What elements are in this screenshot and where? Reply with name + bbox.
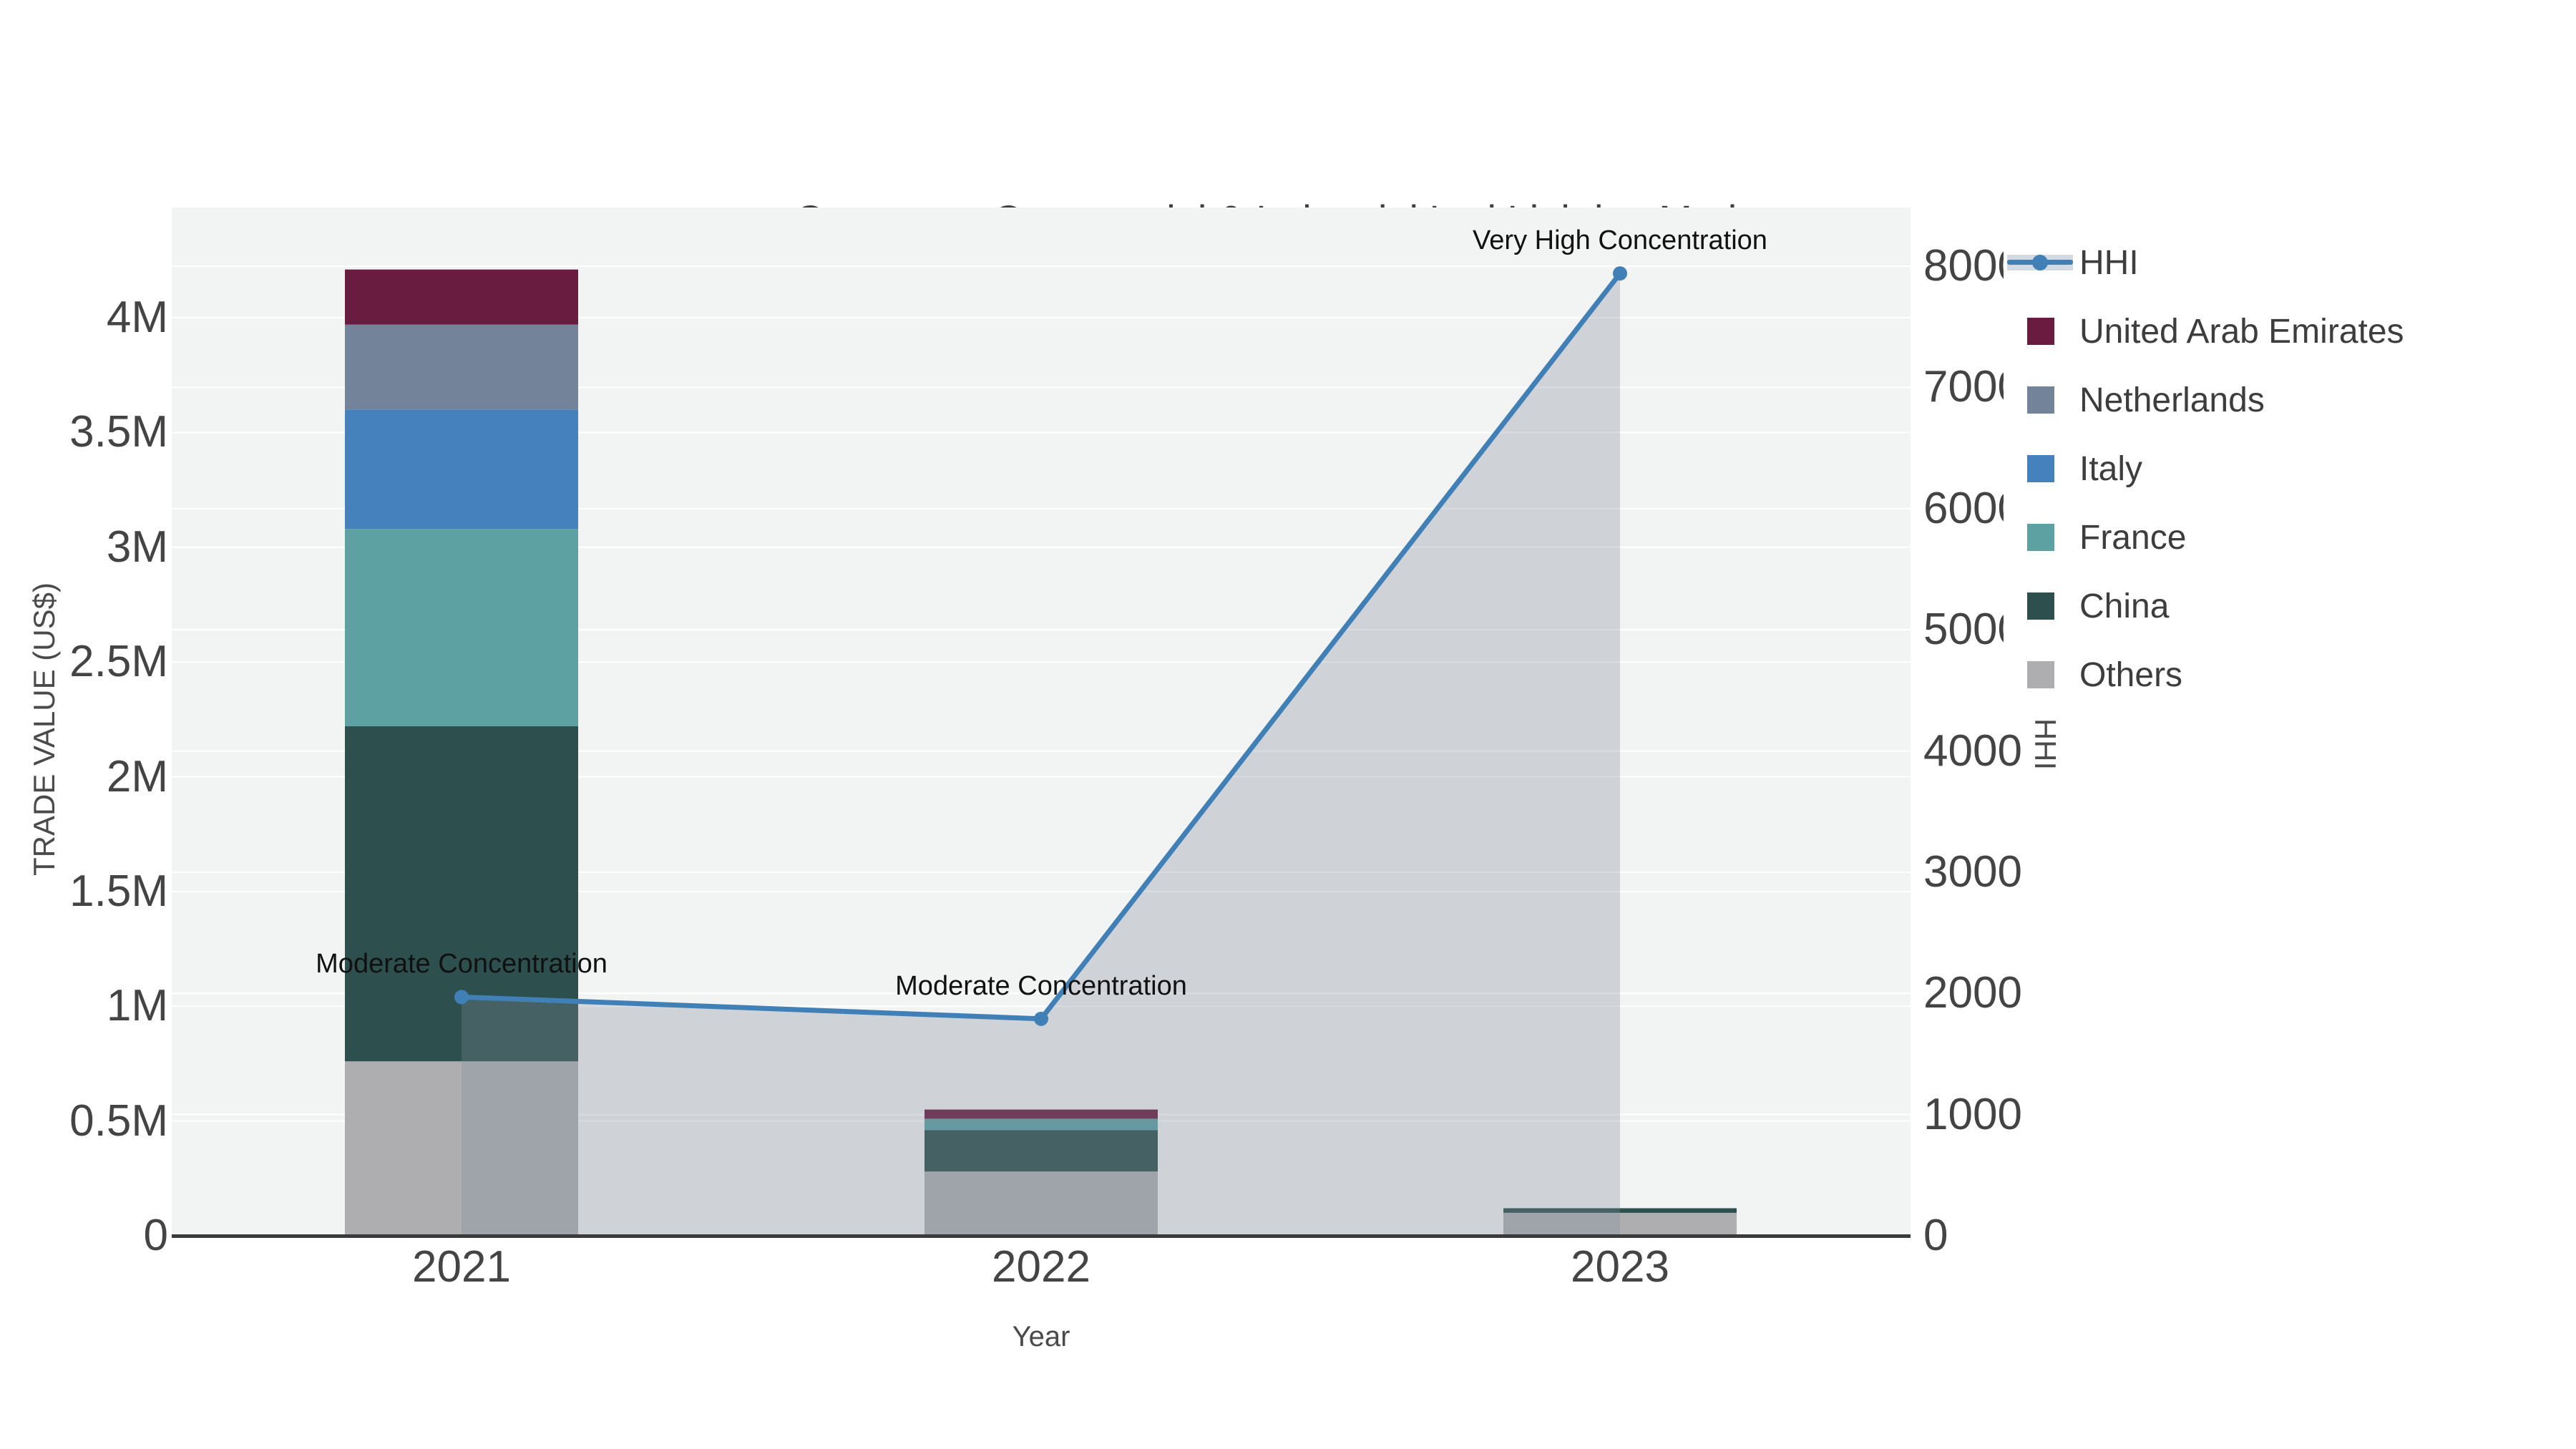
x-axis-line: [172, 1234, 1911, 1238]
color-swatch: [2027, 455, 2054, 482]
legend-item-label: France: [2079, 518, 2187, 557]
legend-swatch-icon: [2004, 640, 2075, 709]
y-left-tick: 2.5M: [69, 637, 168, 687]
legend-item-france[interactable]: France: [2004, 503, 2490, 572]
x-axis-title: Year: [1012, 1321, 1070, 1352]
color-swatch: [2027, 318, 2054, 345]
bar-segment-netherlands-2021[interactable]: [345, 324, 578, 410]
hhi-point-2021[interactable]: [454, 990, 469, 1005]
y-left-tick: 4M: [106, 293, 168, 342]
bar-segment-france-2021[interactable]: [345, 529, 578, 726]
legend-item-label: HHI: [2079, 243, 2139, 282]
bar-segment-italy-2021[interactable]: [345, 409, 578, 530]
color-swatch: [2027, 592, 2054, 620]
y-right-tick: 1000: [1923, 1089, 2022, 1139]
legend-item-label: China: [2079, 587, 2170, 625]
legend-swatch-icon: [2004, 297, 2075, 366]
hhi-point-2023[interactable]: [1613, 266, 1627, 281]
y-left-tick: 2M: [106, 751, 168, 801]
y-right-tick: 3000: [1923, 847, 2022, 897]
bar-segment-china-2023[interactable]: [1503, 1208, 1737, 1213]
bar-segment-others-2022[interactable]: [924, 1171, 1158, 1236]
hhi-area-fill: [462, 273, 1620, 1236]
legend-item-label: United Arab Emirates: [2079, 312, 2404, 351]
y-left-tick: 3M: [106, 522, 168, 572]
y-left-axis-title: TRADE VALUE (US$): [27, 582, 61, 876]
legend-swatch-icon: [2004, 503, 2075, 572]
legend-item-united-arab-emirates[interactable]: United Arab Emirates: [2004, 297, 2490, 366]
legend-item-others[interactable]: Others: [2004, 640, 2490, 709]
bar-segment-china-2022[interactable]: [924, 1130, 1158, 1172]
y-right-tick: 0: [1923, 1211, 1948, 1260]
y-left-tick: 1M: [106, 981, 168, 1031]
annotation-2023: Very High Concentration: [1473, 225, 1767, 256]
legend-item-italy[interactable]: Italy: [2004, 434, 2490, 503]
legend-item-label: Netherlands: [2079, 381, 2265, 419]
bar-segment-united-arab-emirates-2021[interactable]: [345, 269, 578, 325]
legend-swatch-icon: [2004, 434, 2075, 503]
color-swatch: [2027, 386, 2054, 414]
bar-segment-united-arab-emirates-2022[interactable]: [924, 1109, 1158, 1119]
y-right-tick: 2000: [1923, 968, 2022, 1018]
y-left-tick: 0: [143, 1211, 168, 1260]
y-right-tick: 4000: [1923, 726, 2022, 776]
hhi-line-icon: [2004, 228, 2075, 297]
legend-item-netherlands[interactable]: Netherlands: [2004, 366, 2490, 434]
annotation-2021: Moderate Concentration: [316, 949, 608, 980]
x-tick-2021[interactable]: 2021: [412, 1242, 511, 1292]
bar-segment-others-2023[interactable]: [1503, 1212, 1737, 1236]
legend-item-label: Others: [2079, 655, 2183, 694]
y-right-axis-title: HHI: [2029, 718, 2062, 771]
hhi-point-2022[interactable]: [1034, 1011, 1048, 1026]
y-left-tick: 3.5M: [69, 407, 168, 457]
hhi-marker-dot-icon: [2032, 255, 2048, 270]
color-swatch: [2027, 524, 2054, 551]
legend-swatch-icon: [2004, 572, 2075, 640]
bar-segment-china-2021[interactable]: [345, 726, 578, 1062]
color-swatch: [2027, 661, 2054, 688]
x-tick-2023[interactable]: 2023: [1571, 1242, 1669, 1292]
x-tick-2022[interactable]: 2022: [992, 1242, 1091, 1292]
legend-item-hhi[interactable]: HHI: [2004, 228, 2490, 297]
legend-swatch-icon: [2004, 366, 2075, 434]
legend-item-china[interactable]: China: [2004, 572, 2490, 640]
annotation-2022: Moderate Concentration: [895, 970, 1187, 1001]
legend: HHI United Arab Emirates Netherlands Italy F…: [2004, 228, 2490, 709]
bar-segment-france-2022[interactable]: [924, 1118, 1158, 1131]
y-left-tick: 0.5M: [69, 1096, 168, 1146]
legend-item-label: Italy: [2079, 449, 2143, 488]
y-left-tick: 1.5M: [69, 866, 168, 916]
bar-segment-others-2021[interactable]: [345, 1061, 578, 1236]
